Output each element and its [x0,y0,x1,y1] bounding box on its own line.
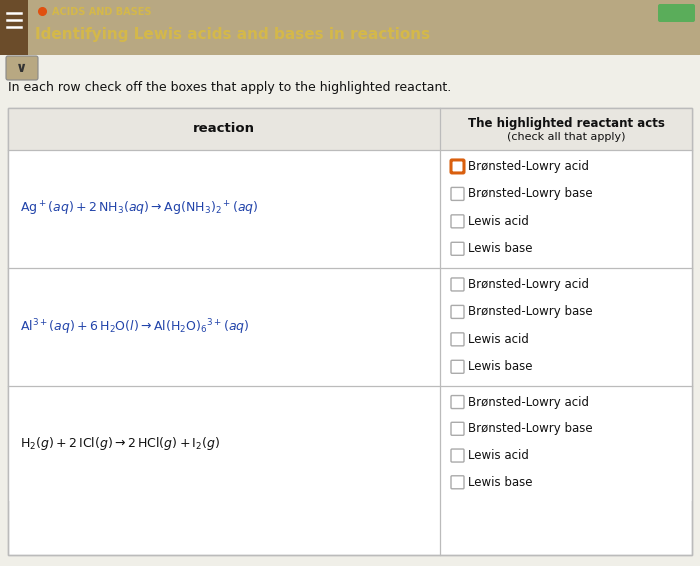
Text: Brønsted-Lowry acid: Brønsted-Lowry acid [468,160,589,173]
Bar [8,108,692,555]
FancyBboxPatch shape [658,4,695,22]
FancyBboxPatch shape [6,56,38,80]
Bar [8,268,692,386]
Text: Lewis base: Lewis base [468,361,533,374]
Text: $\mathregular{Ag}^+(aq) + 2\,\mathregular{NH_3}(aq) \rightarrow \mathregular{Ag(: $\mathregular{Ag}^+(aq) + 2\,\mathregula… [20,200,258,218]
Text: ACIDS AND BASES: ACIDS AND BASES [52,7,151,17]
Bar [8,108,692,555]
Text: Lewis acid: Lewis acid [468,333,529,346]
FancyBboxPatch shape [451,215,464,228]
Text: Brønsted-Lowry base: Brønsted-Lowry base [468,187,593,200]
Text: Identifying Lewis acids and bases in reactions: Identifying Lewis acids and bases in rea… [35,28,430,42]
FancyBboxPatch shape [451,476,464,489]
Text: Brønsted-Lowry base: Brønsted-Lowry base [468,422,593,435]
Text: Lewis base: Lewis base [468,476,533,489]
Bar [0,0,28,55]
Text: reaction: reaction [193,122,255,135]
FancyBboxPatch shape [451,278,464,291]
FancyBboxPatch shape [451,160,464,173]
Text: Lewis acid: Lewis acid [468,449,529,462]
FancyBboxPatch shape [451,422,464,435]
Text: $\mathregular{Al}^{3+}(aq) + 6\,\mathregular{H_2O}(l) \rightarrow \mathregular{A: $\mathregular{Al}^{3+}(aq) + 6\,\mathreg… [20,317,249,337]
FancyBboxPatch shape [451,187,464,200]
FancyBboxPatch shape [451,333,464,346]
Text: In each row check off the boxes that apply to the highlighted reactant.: In each row check off the boxes that app… [8,82,452,95]
FancyBboxPatch shape [451,361,464,374]
FancyBboxPatch shape [451,242,464,255]
FancyBboxPatch shape [451,396,464,409]
Text: Brønsted-Lowry base: Brønsted-Lowry base [468,306,593,319]
Text: Brønsted-Lowry acid: Brønsted-Lowry acid [468,396,589,409]
FancyBboxPatch shape [451,306,464,319]
Bar [8,150,692,268]
Text: Lewis acid: Lewis acid [468,215,529,228]
Bar [8,108,692,150]
Text: (check all that apply): (check all that apply) [507,132,625,142]
FancyBboxPatch shape [451,449,464,462]
Text: ∨: ∨ [16,61,27,75]
Text: The highlighted reactant acts: The highlighted reactant acts [468,118,664,131]
Bar [8,386,692,501]
Text: $\mathregular{H_2}(g) + 2\,\mathregular{ICl}(g) \rightarrow 2\,\mathregular{HCl}: $\mathregular{H_2}(g) + 2\,\mathregular{… [20,435,220,452]
Bar [0,0,700,55]
Text: Brønsted-Lowry acid: Brønsted-Lowry acid [468,278,589,291]
Text: Lewis base: Lewis base [468,242,533,255]
